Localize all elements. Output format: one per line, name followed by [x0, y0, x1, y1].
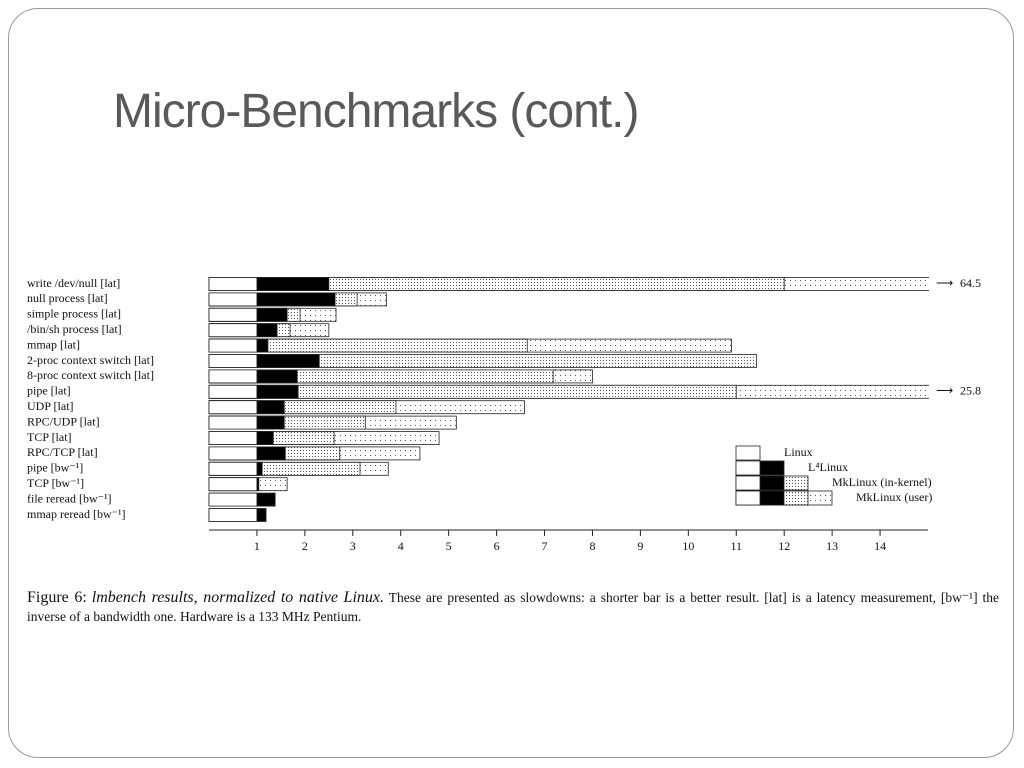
category-label: TCP [bw⁻¹] — [27, 476, 84, 490]
bar — [208, 400, 258, 415]
bar — [208, 384, 258, 399]
x-tick-label: 7 — [542, 539, 548, 553]
x-tick-label: 8 — [589, 539, 595, 553]
caption-text: These are presented as slowdowns: a shor… — [27, 590, 1000, 624]
x-tick-label: 10 — [682, 539, 694, 553]
legend-label: MkLinux (in-kernel) — [832, 475, 932, 489]
x-tick-label: 13 — [826, 539, 838, 553]
bar — [208, 277, 258, 291]
x-tick-label: 3 — [350, 539, 356, 553]
slide-title: Micro-Benchmarks (cont.) — [113, 85, 639, 138]
bar — [208, 431, 258, 445]
category-label: write /dev/null [lat] — [27, 276, 120, 290]
legend-label: L⁴Linux — [808, 460, 848, 474]
bar — [208, 477, 258, 492]
x-tick-label: 9 — [637, 539, 643, 553]
x-tick-label: 1 — [254, 539, 260, 553]
x-tick-label: 14 — [874, 539, 886, 553]
category-label: RPC/UDP [lat] — [27, 414, 100, 428]
x-tick-label: 6 — [494, 539, 500, 553]
category-label: TCP [lat] — [27, 430, 72, 444]
x-tick-label: 4 — [398, 539, 404, 553]
category-label: mmap reread [bw⁻¹] — [27, 507, 126, 521]
bar — [208, 415, 258, 430]
x-tick-label: 12 — [778, 539, 790, 553]
caption: Figure 6: lmbench results, normalized to… — [27, 588, 999, 626]
slide-frame — [8, 8, 1014, 758]
value-label: 64.5 — [960, 276, 981, 290]
category-label: null process [lat] — [27, 291, 108, 305]
bar — [208, 307, 258, 322]
plot — [208, 277, 929, 522]
caption-label: Figure 6: — [27, 589, 87, 606]
x-tick-label: 5 — [446, 539, 452, 553]
category-label: mmap [lat] — [27, 337, 80, 351]
bar — [208, 354, 258, 368]
caption-italic: lmbench results, normalized to native Li… — [91, 589, 384, 606]
bar — [208, 323, 258, 338]
arrow: ⟶ — [936, 276, 953, 290]
category-label: pipe [bw⁻¹] — [27, 461, 83, 475]
legend-label: MkLinux (user) — [856, 490, 932, 504]
category-label: /bin/sh process [lat] — [27, 322, 122, 336]
bar — [208, 292, 258, 307]
category-label: 8-proc context switch [lat] — [27, 368, 154, 382]
category-label: RPC/TCP [lat] — [27, 445, 98, 459]
legend-swatch — [735, 490, 761, 506]
x-tick-label: 11 — [730, 539, 742, 553]
bar — [208, 508, 258, 522]
bar — [208, 446, 258, 461]
category-label: UDP [lat] — [27, 399, 74, 413]
category-label: 2-proc context switch [lat] — [27, 353, 154, 367]
value-label: 25.8 — [960, 384, 981, 398]
legend-swatch — [735, 445, 761, 461]
category-label: pipe [lat] — [27, 384, 71, 398]
category-label: file reread [bw⁻¹] — [27, 491, 112, 505]
category-label: simple process [lat] — [27, 307, 121, 321]
legend-label: Linux — [784, 445, 813, 459]
bar — [208, 338, 258, 353]
bar — [208, 369, 258, 384]
legend-swatch — [735, 460, 761, 476]
legend-swatch — [735, 475, 761, 491]
bar — [208, 492, 258, 507]
bar — [208, 461, 258, 476]
x-tick-label: 2 — [302, 539, 308, 553]
arrow: ⟶ — [936, 384, 953, 398]
